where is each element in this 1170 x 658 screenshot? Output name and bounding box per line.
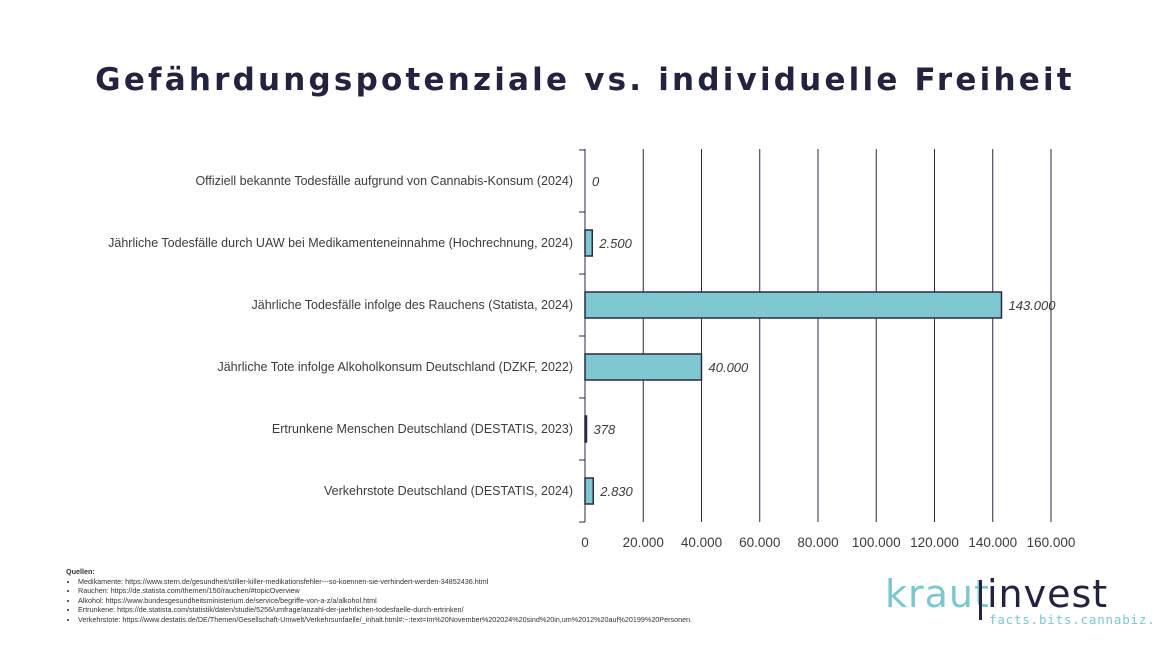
category-label: Offiziell bekannte Todesfälle aufgrund v…: [195, 174, 573, 188]
data-label: 0: [592, 174, 600, 189]
data-label: 40.000: [709, 360, 750, 375]
x-tick-label: 140.000: [968, 535, 1017, 550]
x-tick-label: 0: [581, 535, 589, 550]
source-item-ertrunkene: Ertrunkene: https://de.statista.com/stat…: [78, 605, 826, 615]
logo-kraut-text: kraut: [885, 572, 990, 616]
x-tick-label: 20.000: [623, 535, 664, 550]
source-item-verkehrstote: Verkehrstote: https://www.destatis.de/DE…: [78, 615, 826, 625]
x-tick-label: 160.000: [1027, 535, 1076, 550]
bar: [584, 353, 703, 381]
x-tick-label: 40.000: [681, 535, 722, 550]
source-item-alkohol: Alkohol: https://www.bundesgesundheitsmi…: [78, 596, 826, 606]
logo-divider: [979, 580, 982, 620]
category-label: Jährliche Todesfälle infolge des Rauchen…: [252, 298, 574, 312]
data-label: 143.000: [1008, 298, 1056, 313]
logo-tagline: facts.bits.cannabiz.: [989, 612, 1156, 627]
category-label: Ertrunkene Menschen Deutschland (DESTATI…: [272, 422, 573, 436]
sources-block: Quellen: Medikamente: https://www.stern.…: [66, 567, 826, 625]
bars: [584, 229, 1003, 505]
category-label: Jährliche Tote infolge Alkoholkonsum Deu…: [217, 360, 573, 374]
y-axis: [579, 149, 586, 523]
gridlines: [642, 149, 1052, 522]
bar: [584, 229, 594, 257]
x-tick-label: 60.000: [739, 535, 780, 550]
source-item-rauchen: Rauchen: https://de.statista.com/themen/…: [78, 586, 826, 596]
category-label: Jährliche Todesfälle durch UAW bei Medik…: [108, 236, 573, 250]
data-label: 378: [594, 422, 616, 437]
data-label: 2.830: [599, 484, 633, 499]
sources-heading: Quellen:: [66, 567, 95, 576]
data-label: 2.500: [598, 236, 632, 251]
chart-title: Gefährdungspotenziale vs. individuelle F…: [95, 62, 1075, 98]
x-tick-label: 80.000: [797, 535, 838, 550]
x-tick-label: 100.000: [852, 535, 901, 550]
category-label: Verkehrstote Deutschland (DESTATIS, 2024…: [324, 484, 573, 498]
labels: 0 20.000 40.000 60.000 80.000 100.000 120.000 1…: [108, 174, 1075, 550]
bar-chart: 0 20.000 40.000 60.000 80.000 100.000 120.000 1…: [108, 149, 1075, 550]
source-item-medikamente: Medikamente: https://www.stern.de/gesund…: [78, 577, 826, 587]
x-tick-label: 120.000: [910, 535, 959, 550]
logo-invest-text: invest: [987, 572, 1109, 616]
bar: [584, 415, 588, 443]
sources-list: Medikamente: https://www.stern.de/gesund…: [66, 577, 826, 625]
bar: [584, 291, 1003, 319]
krautinvest-logo: kraut invest facts.bits.cannabiz.: [885, 572, 1155, 632]
bar: [584, 477, 594, 505]
